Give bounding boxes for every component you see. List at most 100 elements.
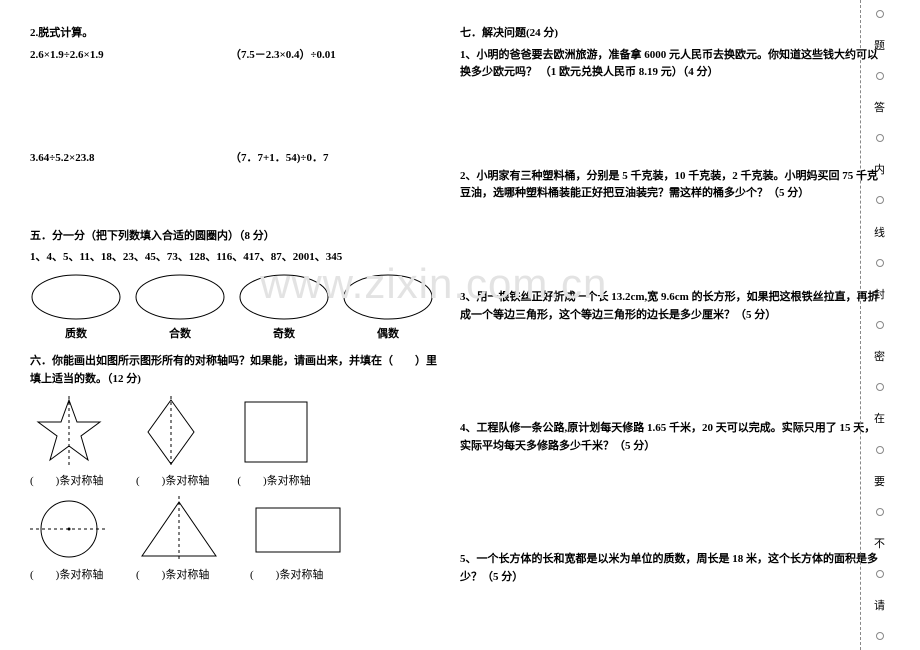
binding-node-icon bbox=[876, 10, 884, 18]
triangle-icon bbox=[136, 496, 222, 562]
axis-text: )条对称轴 bbox=[162, 569, 210, 581]
oval-label-odd: 奇数 bbox=[238, 325, 330, 341]
shape-triangle: ( )条对称轴 bbox=[136, 496, 222, 582]
q3: 3、用一根铁丝正好折成一个长 13.2cm,宽 9.6cm 的长方形，如果把这根… bbox=[460, 289, 880, 324]
binding-node-icon bbox=[876, 632, 884, 640]
paren-open: ( bbox=[30, 475, 34, 487]
ovals-row: 质数 合数 奇数 偶数 bbox=[30, 273, 440, 341]
binding-chars: 题 答 内 线 封 密 在 要 不 请 bbox=[874, 0, 885, 650]
section2-title: 2.脱式计算。 bbox=[30, 25, 440, 43]
paren-open: ( bbox=[237, 475, 241, 487]
spacer bbox=[460, 132, 880, 168]
left-column: 2.脱式计算。 2.6×1.9÷2.6×1.9 （7.5－2.3×0.4）÷0.… bbox=[30, 25, 460, 591]
binding-char: 在 bbox=[874, 410, 885, 426]
expr-row-2: 3.64÷5.2×23.8 （7．7+1．54)÷0．7 bbox=[30, 150, 440, 172]
shape-square: ( )条对称轴 bbox=[237, 396, 315, 488]
spacer bbox=[460, 207, 880, 253]
oval-shape bbox=[134, 273, 226, 321]
binding-node-icon bbox=[876, 196, 884, 204]
oval-block: 偶数 bbox=[342, 273, 434, 341]
oval-label-even: 偶数 bbox=[342, 325, 434, 341]
shapes-row-2: ( )条对称轴 ( )条对称轴 ( )条对称轴 bbox=[30, 496, 440, 582]
binding-node-icon bbox=[876, 321, 884, 329]
expr-2a: 3.64÷5.2×23.8 bbox=[30, 150, 230, 168]
axis-text: )条对称轴 bbox=[56, 475, 104, 487]
binding-node-icon bbox=[876, 508, 884, 516]
oval-shape bbox=[30, 273, 122, 321]
axis-text: )条对称轴 bbox=[162, 475, 210, 487]
shape-rectangle: ( )条对称轴 bbox=[250, 496, 346, 582]
oval-block: 质数 bbox=[30, 273, 122, 341]
q5: 5、一个长方体的长和宽都是以米为单位的质数，周长是 18 米，这个长方体的面积是… bbox=[460, 551, 880, 586]
paren-open: ( bbox=[136, 475, 140, 487]
expr-row-1: 2.6×1.9÷2.6×1.9 （7.5－2.3×0.4）÷0.01 bbox=[30, 47, 440, 69]
oval-shape bbox=[342, 273, 434, 321]
section7-title: 七．解决问题(24 分) bbox=[460, 25, 880, 43]
binding-char: 答 bbox=[874, 99, 885, 115]
axis-text: )条对称轴 bbox=[263, 475, 311, 487]
spacer bbox=[30, 172, 440, 218]
spacer bbox=[460, 86, 880, 132]
spacer bbox=[30, 343, 440, 353]
rhombus-icon bbox=[136, 396, 206, 468]
q4: 4、工程队修一条公路,原计划每天修路 1.65 千米，20 天可以完成。实际只用… bbox=[460, 420, 880, 455]
section5-numbers: 1、4、5、11、18、23、45、73、128、116、417、87、2001… bbox=[30, 249, 440, 267]
binding-node-icon bbox=[876, 570, 884, 578]
binding-char: 线 bbox=[874, 224, 885, 240]
axis-text: )条对称轴 bbox=[276, 569, 324, 581]
binding-node-icon bbox=[876, 134, 884, 142]
shape-rhombus: ( )条对称轴 bbox=[136, 396, 209, 488]
circle-icon bbox=[30, 496, 108, 562]
binding-node-icon bbox=[876, 259, 884, 267]
q2: 2、小明家有三种塑料桶，分别是 5 千克装，10 千克装，2 千克装。小明妈买回… bbox=[460, 168, 880, 203]
axis-label: ( )条对称轴 bbox=[136, 472, 209, 488]
q1: 1、小明的爸爸要去欧洲旅游，准备拿 6000 元人民币去换欧元。你知道这些钱大约… bbox=[460, 47, 880, 82]
spacer bbox=[30, 68, 440, 114]
rectangle-icon bbox=[250, 496, 346, 562]
right-column: 七．解决问题(24 分) 1、小明的爸爸要去欧洲旅游，准备拿 6000 元人民币… bbox=[460, 25, 900, 591]
binding-char: 要 bbox=[874, 473, 885, 489]
paren-open: ( bbox=[250, 569, 254, 581]
axis-label: ( )条对称轴 bbox=[237, 472, 315, 488]
spacer bbox=[460, 253, 880, 289]
square-icon bbox=[237, 396, 315, 468]
axis-label: ( )条对称轴 bbox=[136, 566, 222, 582]
spacer bbox=[460, 505, 880, 551]
binding-margin: 题 答 内 线 封 密 在 要 不 请 bbox=[860, 0, 906, 650]
oval-label-prime: 质数 bbox=[30, 325, 122, 341]
shape-star: ( )条对称轴 bbox=[30, 396, 108, 488]
binding-node-icon bbox=[876, 446, 884, 454]
shape-circle: ( )条对称轴 bbox=[30, 496, 108, 582]
binding-dashed-line bbox=[860, 0, 861, 650]
spacer bbox=[30, 114, 440, 150]
expr-2b: （7．7+1．54)÷0．7 bbox=[230, 150, 328, 168]
shapes-row-1: ( )条对称轴 ( )条对称轴 ( )条对称轴 bbox=[30, 396, 440, 488]
binding-char: 封 bbox=[874, 286, 885, 302]
expr-1b: （7.5－2.3×0.4）÷0.01 bbox=[230, 47, 336, 65]
section6-title: 六．你能画出如图所示图形所有的对称轴吗？如果能，请画出来，并填在（ ）里填上适当… bbox=[30, 353, 440, 388]
spacer bbox=[30, 218, 440, 228]
oval-block: 奇数 bbox=[238, 273, 330, 341]
page-container: 2.脱式计算。 2.6×1.9÷2.6×1.9 （7.5－2.3×0.4）÷0.… bbox=[0, 0, 920, 601]
axis-text: )条对称轴 bbox=[56, 569, 104, 581]
axis-label: ( )条对称轴 bbox=[250, 566, 346, 582]
binding-char: 题 bbox=[874, 37, 885, 53]
oval-label-composite: 合数 bbox=[134, 325, 226, 341]
binding-char: 密 bbox=[874, 348, 885, 364]
section5-title: 五．分一分（把下列数填入合适的圆圈内）（8 分） bbox=[30, 228, 440, 246]
binding-node-icon bbox=[876, 72, 884, 80]
spacer bbox=[460, 459, 880, 505]
expr-1a: 2.6×1.9÷2.6×1.9 bbox=[30, 47, 230, 65]
axis-label: ( )条对称轴 bbox=[30, 472, 108, 488]
oval-block: 合数 bbox=[134, 273, 226, 341]
paren-open: ( bbox=[30, 569, 34, 581]
paren-open: ( bbox=[136, 569, 140, 581]
axis-label: ( )条对称轴 bbox=[30, 566, 108, 582]
oval-shape bbox=[238, 273, 330, 321]
binding-char: 内 bbox=[874, 161, 885, 177]
binding-char: 请 bbox=[874, 597, 885, 613]
binding-node-icon bbox=[876, 383, 884, 391]
spacer bbox=[460, 374, 880, 420]
spacer bbox=[460, 328, 880, 374]
star-icon bbox=[30, 396, 108, 468]
